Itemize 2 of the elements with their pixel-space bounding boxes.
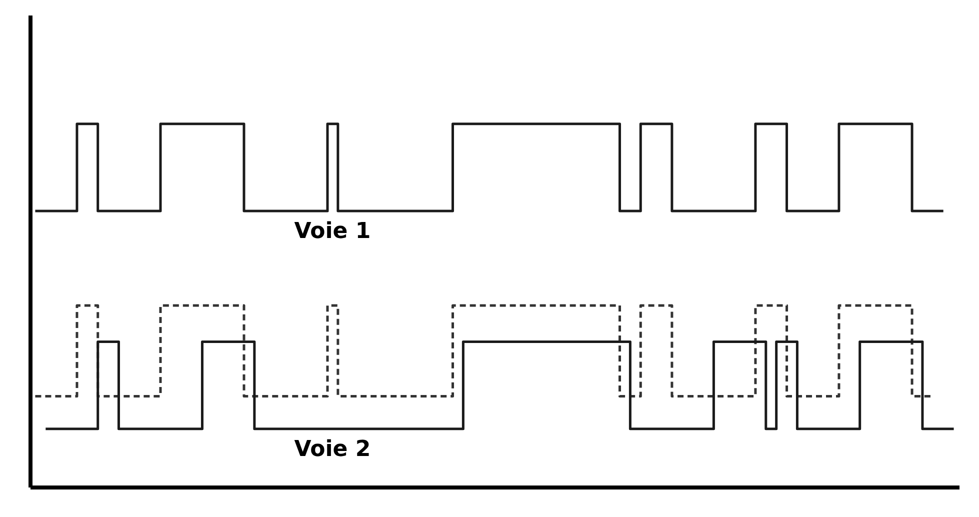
series-label: Voie 2 — [294, 436, 371, 462]
series-label: Voie 1 — [294, 219, 371, 244]
